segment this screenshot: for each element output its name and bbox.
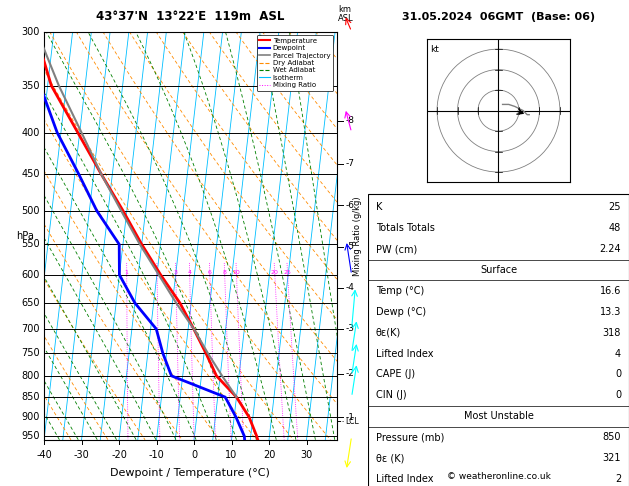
Text: Mixing Ratio (g/kg): Mixing Ratio (g/kg) [353,196,362,276]
Text: 10: 10 [225,450,238,460]
Text: K: K [376,202,382,212]
Bar [368,406,629,427]
Text: Surface: Surface [480,265,517,275]
Text: 700: 700 [21,324,40,334]
Text: km
ASL: km ASL [338,5,353,23]
Text: 2.24: 2.24 [599,244,621,254]
Text: -8: -8 [345,117,354,125]
Text: Dewp (°C): Dewp (°C) [376,307,426,317]
Text: Totals Totals: Totals Totals [376,223,435,233]
Text: LCL: LCL [345,417,359,426]
Text: 0: 0 [615,369,621,380]
Text: -4: -4 [345,283,354,292]
Text: 500: 500 [21,206,40,216]
Text: 800: 800 [21,371,40,381]
Text: Lifted Index: Lifted Index [376,474,433,484]
Text: Pressure (mb): Pressure (mb) [376,432,444,442]
Text: 350: 350 [21,81,40,91]
Text: Lifted Index: Lifted Index [376,348,433,359]
Text: 0: 0 [615,390,621,400]
Text: PW (cm): PW (cm) [376,244,417,254]
Text: -20: -20 [111,450,127,460]
Text: 950: 950 [21,431,40,441]
Text: 25: 25 [609,202,621,212]
Text: 1: 1 [125,270,129,275]
Text: 30: 30 [301,450,313,460]
Text: 450: 450 [21,169,40,179]
Text: 4: 4 [615,348,621,359]
Text: 400: 400 [21,127,40,138]
Text: -10: -10 [148,450,164,460]
Text: 20: 20 [270,270,279,275]
Text: -1: -1 [345,413,354,422]
Text: 3: 3 [174,270,178,275]
Text: 650: 650 [21,298,40,308]
Text: 2: 2 [615,474,621,484]
Text: -2: -2 [345,369,354,378]
Text: © weatheronline.co.uk: © weatheronline.co.uk [447,472,550,481]
Text: 321: 321 [603,453,621,463]
Text: 300: 300 [21,27,40,36]
Text: 4: 4 [187,270,192,275]
Text: -30: -30 [74,450,89,460]
Text: 900: 900 [21,412,40,422]
Text: Dewpoint / Temperature (°C): Dewpoint / Temperature (°C) [110,469,270,478]
Text: -6: -6 [345,201,354,210]
Text: CIN (J): CIN (J) [376,390,406,400]
Text: 20: 20 [263,450,276,460]
Text: 850: 850 [21,392,40,402]
Text: -3: -3 [345,325,354,333]
Text: 6: 6 [208,270,212,275]
Text: Temp (°C): Temp (°C) [376,286,424,296]
Text: 10: 10 [233,270,240,275]
Text: 48: 48 [609,223,621,233]
Text: θε (K): θε (K) [376,453,404,463]
Text: 25: 25 [284,270,291,275]
Text: hPa: hPa [16,231,34,241]
Text: 31.05.2024  06GMT  (Base: 06): 31.05.2024 06GMT (Base: 06) [402,12,595,22]
Text: 13.3: 13.3 [600,307,621,317]
Text: θε(K): θε(K) [376,328,401,338]
Text: 550: 550 [21,239,40,249]
Text: 43°37'N  13°22'E  119m  ASL: 43°37'N 13°22'E 119m ASL [96,10,284,23]
Text: Most Unstable: Most Unstable [464,411,533,421]
Legend: Temperature, Dewpoint, Parcel Trajectory, Dry Adiabat, Wet Adiabat, Isotherm, Mi: Temperature, Dewpoint, Parcel Trajectory… [257,35,333,91]
Text: 16.6: 16.6 [600,286,621,296]
Text: kt: kt [430,45,438,53]
Text: 0: 0 [191,450,197,460]
Text: -7: -7 [345,159,354,168]
Text: -40: -40 [36,450,52,460]
Text: 2: 2 [155,270,159,275]
Bar [368,260,629,280]
Text: 8: 8 [223,270,226,275]
Text: 750: 750 [21,348,40,358]
Text: -5: -5 [345,243,354,251]
Text: 600: 600 [21,270,40,280]
Text: 318: 318 [603,328,621,338]
Text: CAPE (J): CAPE (J) [376,369,415,380]
Text: 850: 850 [603,432,621,442]
